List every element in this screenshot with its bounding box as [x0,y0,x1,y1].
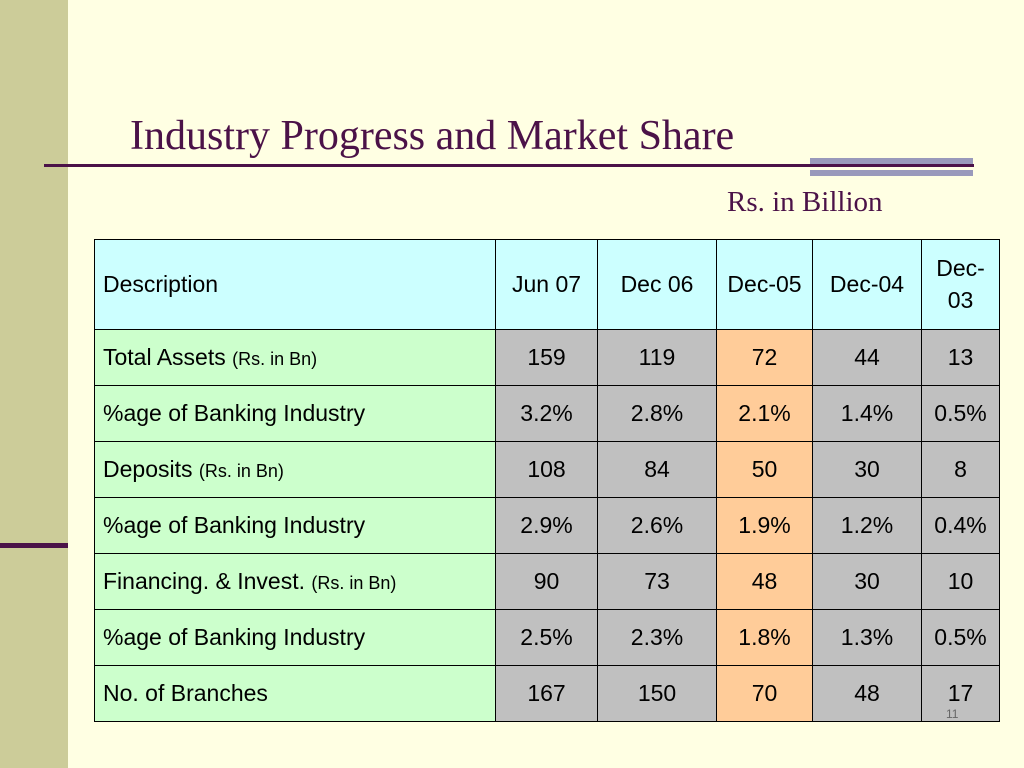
row-description: %age of Banking Industry [94,609,496,666]
table-cell: 30 [812,553,922,610]
row-description: Total Assets (Rs. in Bn) [94,329,496,386]
row-description: %age of Banking Industry [94,385,496,442]
table-cell: 30 [812,441,922,498]
table-cell: 17 [921,665,1000,722]
table-cell: 13 [921,329,1000,386]
table-cell: 84 [597,441,717,498]
table-cell: 1.4% [812,385,922,442]
slide-number: 11 [946,707,959,721]
row-label: %age of Banking Industry [103,511,366,538]
title-rule-accent-bottom [810,170,973,176]
table-cell: 10 [921,553,1000,610]
side-decoration-bar [0,0,68,768]
table-cell: 1.9% [716,497,813,554]
table-row: Total Assets (Rs. in Bn) 159 119 72 44 1… [94,329,1000,386]
table-cell: 90 [495,553,598,610]
row-label: Total Assets [103,343,226,370]
header-dec-04: Dec-04 [812,239,922,330]
header-dec-06: Dec 06 [597,239,717,330]
row-description: No. of Branches [94,665,496,722]
table-cell: 0.5% [921,385,1000,442]
industry-data-table: Description Jun 07 Dec 06 Dec-05 Dec-04 … [94,239,1000,722]
table-cell: 8 [921,441,1000,498]
table-row: %age of Banking Industry 2.5% 2.3% 1.8% … [94,609,1000,666]
row-description: Deposits (Rs. in Bn) [94,441,496,498]
table-cell: 2.1% [716,385,813,442]
table-cell: 2.8% [597,385,717,442]
row-label: Deposits [103,455,193,482]
row-label: No. of Branches [103,679,268,706]
header-jun-07: Jun 07 [495,239,598,330]
side-accent-line [0,543,68,548]
table-cell: 1.2% [812,497,922,554]
table-row: Financing. & Invest. (Rs. in Bn) 90 73 4… [94,553,1000,610]
table-header-row: Description Jun 07 Dec 06 Dec-05 Dec-04 … [94,239,1000,330]
row-label: %age of Banking Industry [103,623,366,650]
table-cell: 1.8% [716,609,813,666]
table-cell: 0.4% [921,497,1000,554]
table-cell: 2.3% [597,609,717,666]
table-cell: 167 [495,665,598,722]
table-row: No. of Branches 167 150 70 48 17 [94,665,1000,722]
table-cell: 3.2% [495,385,598,442]
table-cell: 48 [812,665,922,722]
row-label: %age of Banking Industry [103,399,366,426]
table-row: %age of Banking Industry 2.9% 2.6% 1.9% … [94,497,1000,554]
table-cell: 0.5% [921,609,1000,666]
row-unit: (Rs. in Bn) [198,460,284,481]
title-rule-accent-top [810,158,973,164]
header-dec-03: Dec-03 [921,239,1000,330]
row-description: %age of Banking Industry [94,497,496,554]
table-cell: 150 [597,665,717,722]
table-cell: 72 [716,329,813,386]
table-cell: 2.5% [495,609,598,666]
row-label: Financing. & Invest. [103,567,305,594]
row-unit: (Rs. in Bn) [311,572,397,593]
header-description: Description [94,239,496,330]
table-cell: 2.9% [495,497,598,554]
table-cell: 2.6% [597,497,717,554]
table-cell: 159 [495,329,598,386]
header-dec-05: Dec-05 [716,239,813,330]
table-cell: 70 [716,665,813,722]
row-description: Financing. & Invest. (Rs. in Bn) [94,553,496,610]
table-row: %age of Banking Industry 3.2% 2.8% 2.1% … [94,385,1000,442]
table-cell: 108 [495,441,598,498]
table-cell: 48 [716,553,813,610]
table-row: Deposits (Rs. in Bn) 108 84 50 30 8 [94,441,1000,498]
table-cell: 50 [716,441,813,498]
row-unit: (Rs. in Bn) [232,348,318,369]
slide-title: Industry Progress and Market Share [130,113,735,159]
title-underline [44,164,974,167]
table-cell: 73 [597,553,717,610]
table-cell: 1.3% [812,609,922,666]
table-cell: 119 [597,329,717,386]
table-cell: 44 [812,329,922,386]
unit-label: Rs. in Billion [727,186,883,218]
